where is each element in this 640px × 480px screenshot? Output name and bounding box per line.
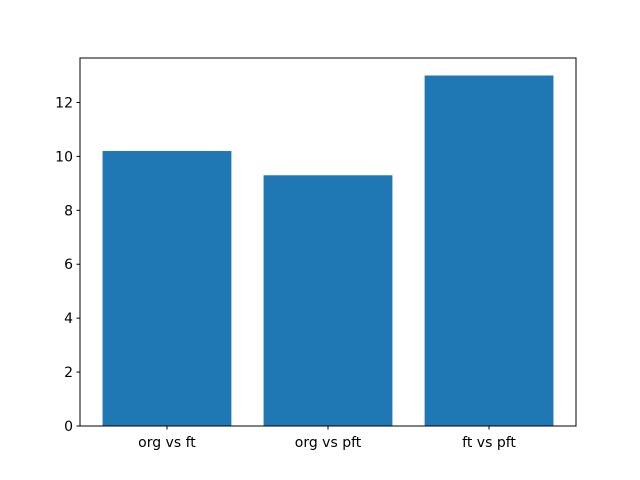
- x-tick-label: org vs ft: [138, 435, 196, 451]
- x-tick-label: ft vs pft: [462, 435, 516, 451]
- bar: [424, 75, 554, 427]
- y-tick-label: 10: [55, 149, 73, 165]
- y-tick-label: 8: [64, 203, 73, 219]
- y-tick-label: 12: [55, 95, 73, 111]
- y-tick-label: 0: [64, 419, 73, 435]
- x-tick-label: org vs pft: [295, 435, 362, 451]
- bar: [102, 151, 232, 426]
- y-tick-label: 4: [64, 311, 73, 327]
- y-tick-label: 6: [64, 257, 73, 273]
- y-tick-label: 2: [64, 365, 73, 381]
- bar: [263, 175, 393, 426]
- axes-frame: [79, 57, 577, 427]
